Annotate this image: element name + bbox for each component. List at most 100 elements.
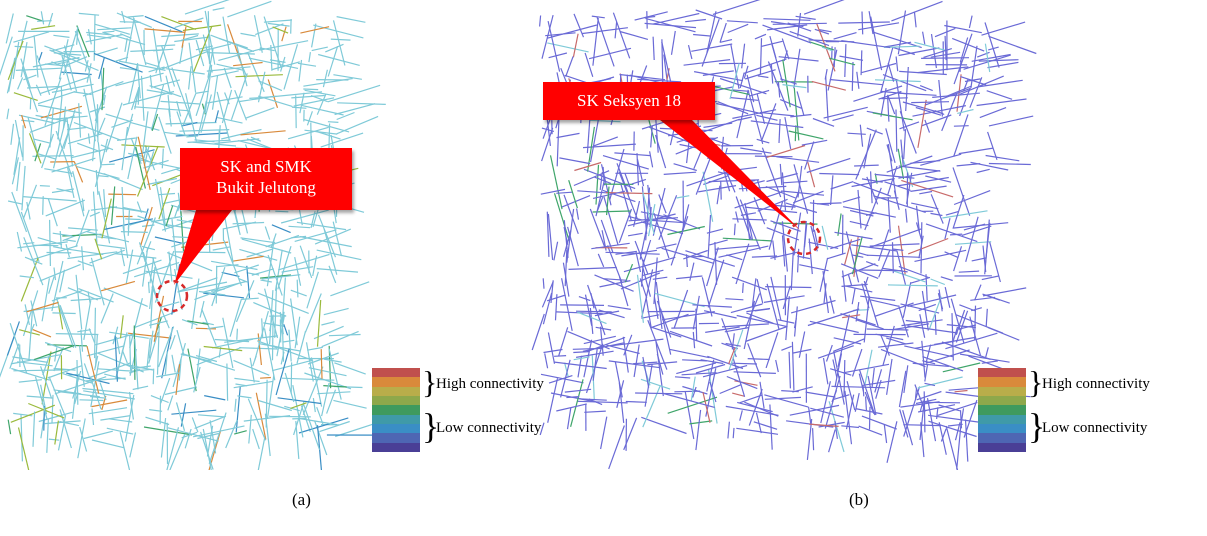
street-segment bbox=[271, 314, 274, 361]
street-segment bbox=[740, 212, 757, 216]
street-segment bbox=[934, 314, 937, 335]
legend-color-band bbox=[978, 368, 1026, 378]
street-segment bbox=[565, 56, 574, 77]
street-segment bbox=[987, 131, 998, 160]
street-segment bbox=[960, 76, 987, 86]
street-segment bbox=[76, 165, 120, 179]
street-segment bbox=[174, 17, 204, 29]
street-segment bbox=[312, 255, 318, 277]
street-segment bbox=[833, 394, 850, 400]
street-segment bbox=[949, 233, 963, 236]
street-segment bbox=[685, 18, 706, 23]
street-segment bbox=[8, 57, 16, 92]
street-segment bbox=[204, 10, 216, 65]
street-segment bbox=[259, 47, 275, 52]
street-segment bbox=[807, 161, 816, 188]
street-segment bbox=[642, 239, 652, 266]
street-segment bbox=[762, 24, 812, 44]
street-segment bbox=[188, 66, 192, 90]
street-segment bbox=[282, 339, 295, 343]
street-segment bbox=[148, 331, 159, 364]
street-segment bbox=[913, 11, 917, 28]
street-segment bbox=[30, 300, 38, 327]
street-segment bbox=[655, 281, 663, 329]
street-segment bbox=[94, 238, 103, 260]
street-segment bbox=[236, 328, 238, 340]
street-segment bbox=[640, 378, 671, 390]
street-segment bbox=[67, 287, 99, 301]
street-segment bbox=[813, 229, 819, 249]
street-segment bbox=[63, 109, 76, 150]
street-segment bbox=[48, 438, 60, 441]
street-segment bbox=[570, 379, 584, 427]
street-segment bbox=[22, 184, 38, 220]
street-segment bbox=[98, 57, 105, 80]
street-segment bbox=[594, 176, 612, 184]
street-segment bbox=[959, 304, 976, 312]
street-segment bbox=[292, 384, 304, 438]
street-segment bbox=[644, 15, 656, 19]
street-segment bbox=[566, 208, 575, 263]
street-segment bbox=[573, 351, 590, 354]
street-segment bbox=[895, 109, 898, 152]
street-segment bbox=[856, 319, 884, 330]
street-segment bbox=[673, 289, 689, 329]
street-segment bbox=[716, 185, 721, 205]
street-segment bbox=[685, 250, 735, 267]
street-segment bbox=[232, 221, 265, 225]
street-segment bbox=[955, 309, 966, 336]
street-segment bbox=[158, 187, 171, 220]
callout-pointer-b bbox=[660, 120, 800, 230]
street-segment bbox=[231, 255, 264, 262]
street-segment bbox=[867, 375, 877, 416]
street-segment bbox=[293, 97, 335, 107]
callout-label-a: SK and SMK Bukit Jelutong bbox=[180, 148, 352, 210]
street-segment bbox=[216, 91, 231, 141]
street-segment bbox=[171, 409, 217, 415]
street-segment bbox=[258, 399, 292, 412]
street-segment bbox=[618, 208, 633, 243]
street-segment bbox=[591, 242, 630, 250]
street-segment bbox=[121, 349, 128, 364]
street-segment bbox=[984, 22, 1000, 68]
street-segment bbox=[618, 382, 625, 423]
street-segment bbox=[887, 197, 891, 233]
street-segment bbox=[830, 368, 852, 376]
street-segment bbox=[955, 314, 1004, 334]
street-segment bbox=[924, 382, 936, 387]
street-segment bbox=[619, 30, 649, 40]
street-segment bbox=[214, 338, 250, 343]
street-segment bbox=[266, 375, 275, 419]
street-segment bbox=[184, 428, 192, 449]
street-segment bbox=[832, 114, 854, 122]
street-segment bbox=[99, 382, 107, 401]
street-segment bbox=[864, 187, 882, 231]
street-segment bbox=[719, 22, 727, 43]
legend-color-band bbox=[978, 386, 1026, 397]
street-segment bbox=[54, 420, 59, 445]
street-segment bbox=[844, 390, 853, 445]
street-segment bbox=[594, 310, 620, 317]
street-segment bbox=[119, 21, 141, 23]
street-segment bbox=[923, 391, 926, 433]
street-segment bbox=[45, 199, 86, 217]
street-segment bbox=[101, 198, 112, 239]
street-segment bbox=[83, 363, 91, 380]
street-segment bbox=[161, 16, 197, 31]
street-segment bbox=[126, 15, 144, 18]
street-segment bbox=[759, 38, 763, 75]
street-segment bbox=[924, 119, 931, 133]
street-segment bbox=[313, 24, 364, 39]
street-segment bbox=[891, 242, 894, 274]
street-segment bbox=[743, 58, 787, 75]
street-segment bbox=[74, 392, 79, 405]
street-segment bbox=[44, 77, 62, 126]
street-segment bbox=[634, 11, 668, 21]
street-segment bbox=[257, 71, 266, 103]
street-segment bbox=[777, 81, 781, 98]
street-segment bbox=[171, 241, 188, 248]
street-segment bbox=[754, 155, 793, 158]
street-segment bbox=[143, 159, 169, 169]
street-segment bbox=[885, 128, 896, 164]
street-segment bbox=[766, 144, 806, 159]
